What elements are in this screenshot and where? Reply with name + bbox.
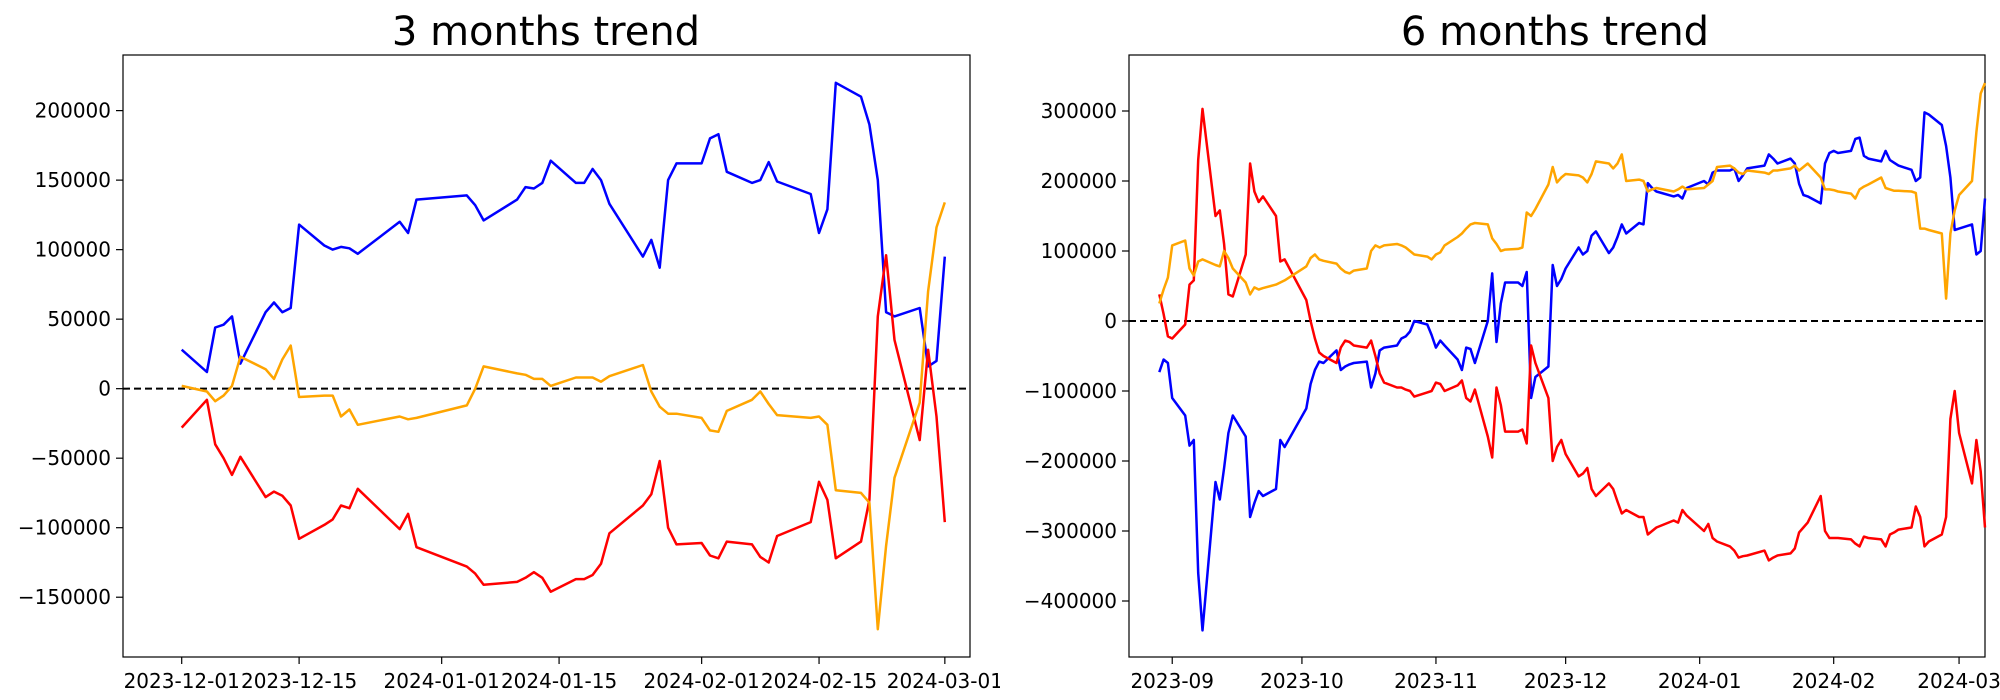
blue-series-line xyxy=(1158,111,1987,632)
y-tick-label: 50000 xyxy=(47,307,111,331)
y-tick-label: −300000 xyxy=(1024,519,1117,543)
x-tick-label: 2024-02 xyxy=(1792,669,1876,693)
x-tick-label: 2024-03 xyxy=(1917,669,2000,693)
x-tick-label: 2024-03-01 xyxy=(887,669,1000,693)
y-tick-label: −100000 xyxy=(1024,379,1117,403)
y-tick-label: −150000 xyxy=(18,585,111,609)
chart-title: 6 months trend xyxy=(1401,9,1709,55)
plot-area: −150000 −100000 −50000 0 50000 100000 150000 20… xyxy=(18,54,1000,693)
chart-3-months-svg: 3 months trend −150000 −100000 −50000 0 5000… xyxy=(18,9,1000,693)
x-tick-label: 2023-11 xyxy=(1394,669,1478,693)
axes-frame xyxy=(1128,54,1986,658)
y-tick-label: −100000 xyxy=(18,516,111,540)
y-tick-label: 150000 xyxy=(35,168,111,192)
y-tick-label: 0 xyxy=(1104,309,1117,333)
y-tick-label: −400000 xyxy=(1024,589,1117,613)
x-tick-label: 2023-10 xyxy=(1260,669,1344,693)
y-tick-label: −50000 xyxy=(31,446,111,470)
red-series-line xyxy=(180,253,947,593)
y-tick-label: 100000 xyxy=(1041,239,1117,263)
chart-title: 3 months trend xyxy=(392,9,700,55)
y-tick-label: 100000 xyxy=(35,238,111,262)
x-tick-label: 2023-12-15 xyxy=(241,669,357,693)
x-tick-label: 2024-01-01 xyxy=(384,669,500,693)
x-tick-label: 2024-01 xyxy=(1658,669,1742,693)
y-tick-label: 300000 xyxy=(1041,99,1117,123)
y-tick-label: 0 xyxy=(98,377,111,401)
y-tick-label: −200000 xyxy=(1024,449,1117,473)
plot-area: −400000 −300000 −200000 −100000 0 100000 20000… xyxy=(1024,54,2000,693)
x-tick-label: 2024-02-15 xyxy=(761,669,877,693)
orange-series-line xyxy=(181,202,946,631)
chart-3-months: 3 months trend −150000 −100000 −50000 0 5000… xyxy=(18,9,1000,693)
x-tick-label: 2024-01-15 xyxy=(501,669,617,693)
orange-series-line xyxy=(1158,82,1987,304)
blue-series-line xyxy=(180,81,947,374)
x-tick-label: 2024-02-01 xyxy=(644,669,760,693)
chart-6-months: 6 months trend −400000 −300000 −200000 −100… xyxy=(1000,0,2000,700)
axes-frame xyxy=(122,54,971,658)
red-series-line xyxy=(1158,107,1987,562)
x-tick-label: 2023-12-01 xyxy=(124,669,240,693)
x-tick-label: 2023-09 xyxy=(1130,669,1214,693)
y-tick-label: 200000 xyxy=(35,99,111,123)
chart-6-months-svg: 6 months trend −400000 −300000 −200000 −100… xyxy=(1024,9,2000,693)
x-tick-label: 2023-12 xyxy=(1524,669,1608,693)
y-tick-label: 200000 xyxy=(1041,169,1117,193)
